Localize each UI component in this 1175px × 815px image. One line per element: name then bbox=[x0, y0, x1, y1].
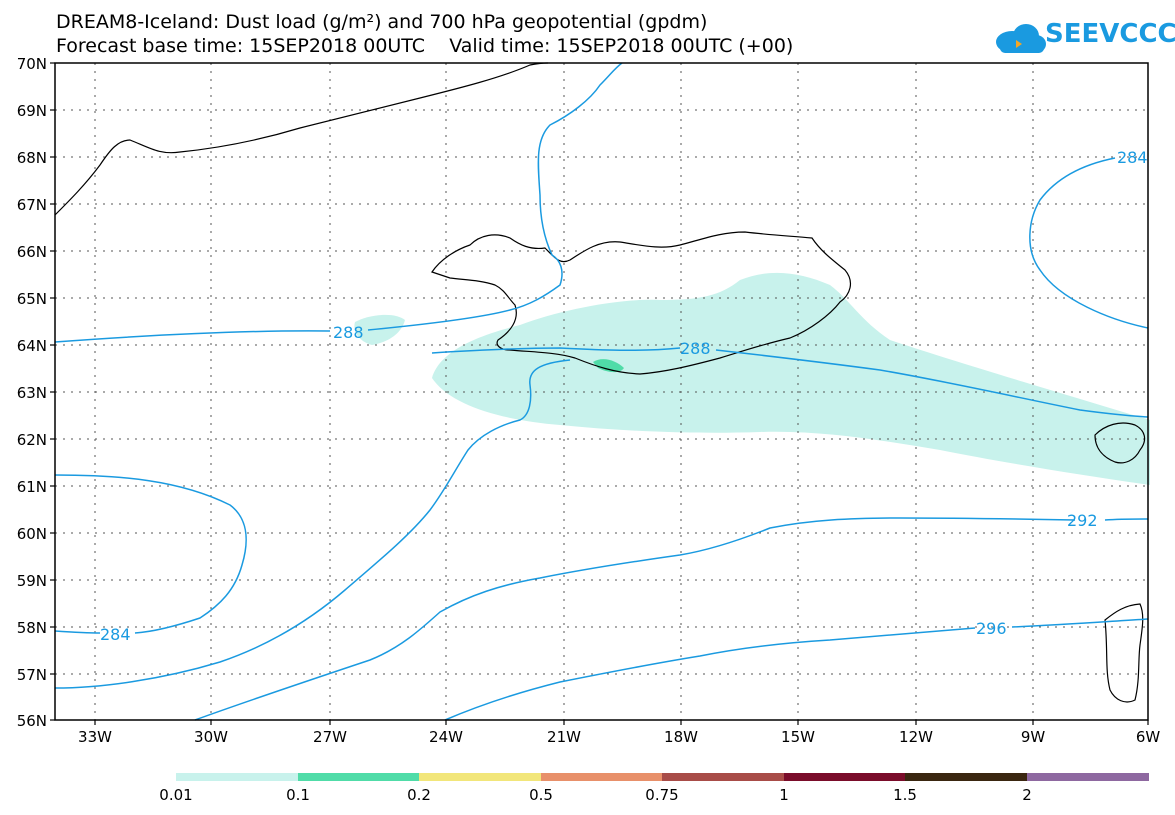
contour-label-288-west: 288 bbox=[333, 323, 364, 342]
geopotential-contours bbox=[54, 62, 1149, 721]
contour-label-284-southwest: 284 bbox=[100, 625, 131, 644]
lon-label: 15W bbox=[781, 728, 815, 746]
colorbar-segment bbox=[419, 773, 541, 781]
lat-label: 58N bbox=[17, 619, 47, 637]
lat-label: 69N bbox=[17, 102, 47, 120]
map-subtitle-times: Forecast base time: 15SEP2018 00UTC Vali… bbox=[56, 35, 794, 57]
colorbar-label: 2 bbox=[1022, 786, 1032, 804]
colorbar-segment bbox=[784, 773, 905, 781]
lat-label: 65N bbox=[17, 290, 47, 308]
lat-label: 67N bbox=[17, 196, 47, 214]
map-title: DREAM8-Iceland: Dust load (g/m²) and 700… bbox=[56, 11, 708, 33]
lon-label: 33W bbox=[78, 728, 112, 746]
colorbar-segment bbox=[176, 773, 298, 781]
longitude-labels: 33W 30W 27W 24W 21W 18W 15W 12W 9W 6W bbox=[78, 728, 1160, 746]
lon-label: 21W bbox=[547, 728, 581, 746]
lat-label: 62N bbox=[17, 431, 47, 449]
lon-label: 6W bbox=[1136, 728, 1161, 746]
latitude-labels: 70N 69N 68N 67N 66N 65N 64N 63N 62N 61N … bbox=[17, 55, 47, 730]
contour-label-288-iceland: 288 bbox=[680, 339, 711, 358]
lat-label: 61N bbox=[17, 478, 47, 496]
lat-label: 57N bbox=[17, 666, 47, 684]
colorbar-label: 0.2 bbox=[407, 786, 431, 804]
lat-label: 68N bbox=[17, 149, 47, 167]
lon-label: 27W bbox=[313, 728, 347, 746]
colorbar-label: 0.1 bbox=[286, 786, 310, 804]
lat-label: 60N bbox=[17, 525, 47, 543]
logo-text: SEEVCCC bbox=[1045, 19, 1175, 49]
colorbar-segment bbox=[541, 773, 662, 781]
colorbar-segment bbox=[905, 773, 1027, 781]
lon-label: 18W bbox=[664, 728, 698, 746]
lat-label: 70N bbox=[17, 55, 47, 73]
lat-label: 63N bbox=[17, 384, 47, 402]
colorbar-label: 1.5 bbox=[893, 786, 917, 804]
dust-load-shading bbox=[354, 272, 1150, 485]
contour-label-group: 288 288 284 284 292 296 bbox=[100, 148, 1148, 644]
colorbar bbox=[176, 773, 1149, 781]
colorbar-segment bbox=[298, 773, 419, 781]
tick-marks bbox=[50, 62, 1149, 725]
colorbar-segment bbox=[1027, 773, 1149, 781]
contour-label-284-northeast: 284 bbox=[1117, 148, 1148, 167]
lat-label: 59N bbox=[17, 572, 47, 590]
graticule bbox=[55, 63, 1148, 720]
colorbar-segment bbox=[662, 773, 784, 781]
lon-label: 24W bbox=[429, 728, 463, 746]
lon-label: 9W bbox=[1021, 728, 1046, 746]
contour-label-292: 292 bbox=[1067, 511, 1098, 530]
contour-label-296: 296 bbox=[976, 619, 1007, 638]
colorbar-label: 1 bbox=[779, 786, 789, 804]
lon-label: 30W bbox=[194, 728, 228, 746]
cloud-logo-icon bbox=[996, 24, 1046, 53]
lon-label: 12W bbox=[899, 728, 933, 746]
seevccc-logo bbox=[996, 24, 1046, 53]
lat-label: 66N bbox=[17, 243, 47, 261]
colorbar-label: 0.5 bbox=[529, 786, 553, 804]
lat-label: 64N bbox=[17, 337, 47, 355]
colorbar-label: 0.75 bbox=[645, 786, 678, 804]
colorbar-label: 0.01 bbox=[159, 786, 192, 804]
colorbar-labels: 0.01 0.1 0.2 0.5 0.75 1 1.5 2 bbox=[159, 786, 1031, 804]
lat-label: 56N bbox=[17, 712, 47, 730]
